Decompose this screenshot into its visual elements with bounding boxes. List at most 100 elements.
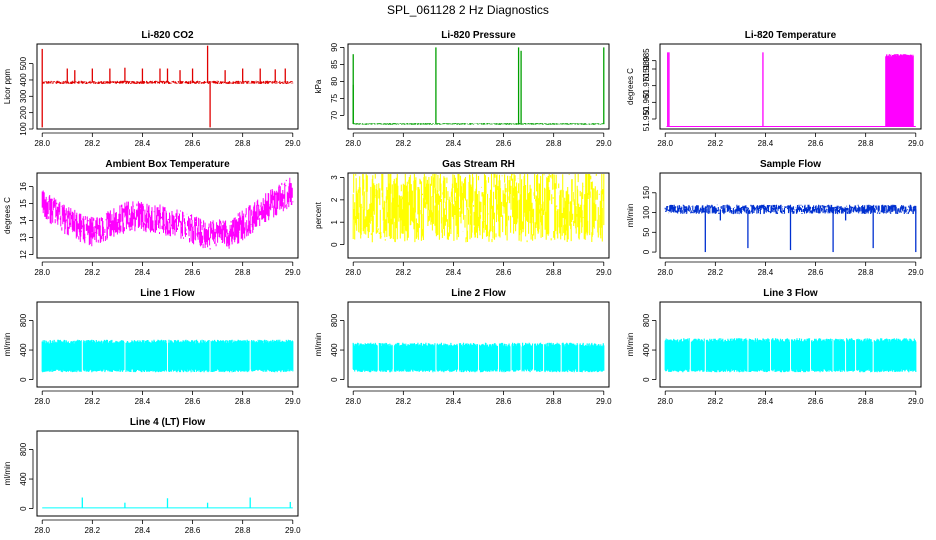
- x-tick-label: 28.6: [496, 139, 512, 148]
- x-tick-label: 29.0: [908, 268, 924, 277]
- y-axis-label: degrees C: [626, 68, 635, 105]
- x-tick-label: 28.8: [235, 526, 251, 535]
- y-axis-label: kPa: [314, 79, 323, 93]
- x-tick-label: 28.0: [345, 397, 361, 406]
- y-tick-label: 51.970: [642, 73, 651, 98]
- y-axis-label: ml/min: [626, 333, 635, 357]
- x-tick-label: 28.2: [396, 268, 412, 277]
- x-tick-label: 28.8: [858, 139, 874, 148]
- y-tick-label: 400: [19, 343, 28, 357]
- x-tick-label: 28.4: [135, 139, 151, 148]
- y-tick-label: 400: [330, 343, 339, 357]
- panel-title: Gas Stream RH: [442, 159, 515, 170]
- x-tick-label: 28.8: [235, 397, 251, 406]
- x-tick-label: 28.6: [808, 139, 824, 148]
- x-tick-label: 28.8: [858, 397, 874, 406]
- x-tick-label: 28.8: [546, 268, 562, 277]
- x-tick-label: 28.4: [758, 268, 774, 277]
- panel-sample: Sample Flow 28.0 28.2 28.4 28.6 28.8 29.0 0 50 10…: [626, 159, 924, 277]
- plot-frame: [36, 301, 299, 388]
- y-tick-label: 100: [19, 122, 28, 136]
- panel-line3: Line 3 Flow 28.0 28.2 28.4 28.6 28.8 29.0 0 400 8…: [626, 288, 924, 406]
- x-tick-label: 28.0: [345, 139, 361, 148]
- x-tick-label: 28.2: [85, 397, 101, 406]
- x-tick-label: 28.6: [185, 268, 201, 277]
- x-tick-label: 29.0: [285, 139, 301, 148]
- x-tick-label: 28.2: [85, 526, 101, 535]
- x-tick-label: 28.0: [345, 268, 361, 277]
- y-tick-label: 90: [330, 42, 339, 51]
- panel-temperature: Li-820 Temperature 28.0 28.2 28.4 28.6 28.8 29…: [626, 30, 924, 148]
- x-tick-label: 28.0: [657, 139, 673, 148]
- y-tick-label: 75: [330, 93, 339, 102]
- y-tick-label: 0: [330, 242, 339, 247]
- x-tick-label: 28.6: [185, 397, 201, 406]
- x-tick-label: 29.0: [596, 139, 612, 148]
- y-tick-label: 800: [19, 313, 28, 327]
- x-tick-label: 28.6: [496, 268, 512, 277]
- x-tick-label: 28.6: [808, 397, 824, 406]
- x-tick-label: 29.0: [908, 139, 924, 148]
- plot-frame: [659, 301, 922, 388]
- y-tick-label: 800: [330, 313, 339, 327]
- y-axis-label: ml/min: [314, 333, 323, 357]
- series-line: [352, 123, 605, 125]
- plot-frame: [659, 172, 922, 259]
- x-tick-label: 28.8: [235, 268, 251, 277]
- plot-frame: [659, 43, 922, 130]
- panel-title: Line 3 Flow: [763, 288, 818, 299]
- x-tick-label: 28.6: [185, 526, 201, 535]
- x-tick-label: 29.0: [596, 268, 612, 277]
- y-tick-label: 100: [642, 205, 651, 219]
- x-tick-label: 29.0: [285, 268, 301, 277]
- panel-title: Line 1 Flow: [140, 288, 195, 299]
- series-line: [41, 177, 294, 250]
- panel-line1: Line 1 Flow 28.0 28.2 28.4 28.6 28.8 29.0 0 400 8…: [3, 288, 301, 406]
- y-tick-label: 3: [330, 175, 339, 180]
- x-tick-label: 28.2: [708, 268, 724, 277]
- series-band: [41, 339, 294, 373]
- x-tick-label: 28.0: [34, 397, 50, 406]
- x-tick-label: 28.8: [546, 397, 562, 406]
- panel-pressure: Li-820 Pressure 28.0 28.2 28.4 28.6 28.8 29.0 7…: [314, 30, 612, 148]
- panel-rh: Gas Stream RH 28.0 28.2 28.4 28.6 28.8 29.0 0 1 2…: [314, 159, 612, 277]
- y-tick-label: 0: [642, 377, 651, 382]
- x-tick-label: 28.4: [758, 139, 774, 148]
- y-tick-label: 0: [19, 377, 28, 382]
- y-tick-label: 800: [642, 313, 651, 327]
- panel-title: Li-820 CO2: [141, 30, 194, 41]
- y-tick-label: 50: [642, 227, 651, 236]
- x-tick-label: 28.8: [235, 139, 251, 148]
- y-tick-label: 12: [19, 250, 28, 259]
- series-line: [352, 174, 605, 243]
- y-tick-label: 13: [19, 233, 28, 242]
- x-tick-label: 28.0: [34, 139, 50, 148]
- x-tick-label: 28.4: [446, 397, 462, 406]
- x-tick-label: 28.0: [34, 526, 50, 535]
- panel-title: Li-820 Pressure: [441, 30, 516, 41]
- y-axis-label: percent: [314, 201, 323, 228]
- x-tick-label: 28.2: [85, 268, 101, 277]
- x-tick-label: 28.8: [546, 139, 562, 148]
- y-axis-label: Licor ppm: [3, 69, 12, 104]
- y-tick-label: 500: [19, 56, 28, 70]
- y-tick-label: 800: [19, 442, 28, 456]
- x-tick-label: 28.6: [808, 268, 824, 277]
- y-tick-label: 51.980: [642, 56, 651, 81]
- x-tick-label: 28.2: [708, 139, 724, 148]
- panel-title: Li-820 Temperature: [745, 30, 837, 41]
- panel-title: Line 4 (LT) Flow: [130, 417, 206, 428]
- x-tick-label: 28.4: [135, 397, 151, 406]
- x-tick-label: 28.8: [858, 268, 874, 277]
- panel-title: Ambient Box Temperature: [105, 159, 230, 170]
- y-axis-label: ml/min: [3, 333, 12, 357]
- y-tick-label: 2: [330, 197, 339, 202]
- series-line: [664, 204, 917, 215]
- plot-frame: [36, 430, 299, 517]
- x-tick-label: 28.6: [496, 397, 512, 406]
- panel-line4: Line 4 (LT) Flow 28.0 28.2 28.4 28.6 28.8 29.0…: [3, 417, 301, 535]
- y-tick-label: 16: [19, 182, 28, 191]
- plot-frame: [347, 43, 610, 130]
- y-tick-label: 51.985: [642, 48, 651, 73]
